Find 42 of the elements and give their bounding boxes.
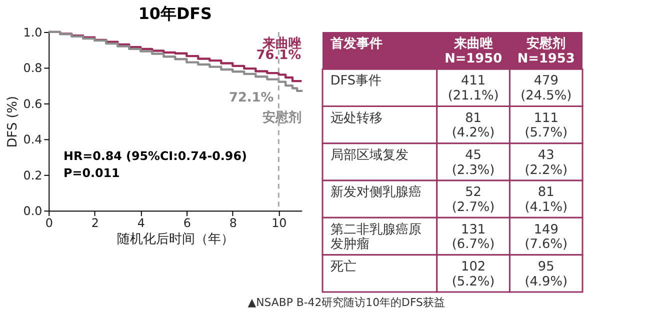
category-label: 首发事件 [329,36,382,52]
x-tick-label: 6 [183,216,191,230]
category-label: 局部区域复发 [330,148,408,163]
category-label: 新发对侧乳腺癌 [330,185,422,200]
text: 81 (4.1%) [524,185,568,216]
x-axis-title: 随机化后时间（年） [117,232,234,247]
text: 95 (4.9%) [524,259,568,290]
text: 52 (2.7%) [452,185,495,216]
y-axis-title: DFS (%) [5,96,20,148]
text: 43 (2.2%) [524,148,568,178]
text: 102 (5.2%) [452,259,495,290]
text: ▲NSABP B-42研究随访10年的DFS获益 [248,296,445,309]
series-label: 安慰剂 [262,110,302,126]
annotation: HR=0.84 (95%CI:0.74-0.96) [64,148,247,163]
y-tick-label: 0.8 [23,61,42,76]
annotation: 72.1% [228,90,274,106]
category-label: DFS事件 [330,74,382,89]
category-label: 第二非乳腺癌原发肿瘤 [330,222,422,252]
y-tick-label: 0.6 [23,96,42,111]
text: 45 (2.3%) [452,148,495,178]
text: 131 (6.7%) [452,222,495,252]
text: 111 (5.7%) [524,110,568,141]
x-tick-label: 4 [137,216,145,230]
chart-title: 10年DFS [138,4,212,24]
x-tick-label: 10 [272,216,287,230]
category-label: 远处转移 [330,110,382,126]
annotation: P=0.011 [64,166,120,180]
text: 149 (7.6%) [524,222,568,252]
text: 411 (21.1%) [448,74,499,104]
y-tick-label: 0.2 [23,168,42,182]
y-tick-label: 1.0 [23,25,42,40]
x-tick-label: 0 [45,216,53,230]
category-label: 来曲唑 N=1950 [444,36,502,66]
text: 81 (4.2%) [452,110,495,141]
x-tick-label: 8 [229,216,237,230]
y-tick-label: 0.0 [23,204,42,218]
y-tick-label: 0.4 [23,132,42,147]
category-label: 安慰剂 N=1953 [517,36,575,66]
text: 479 (24.5%) [520,74,572,104]
category-label: 死亡 [330,259,356,274]
annotation: 76.1% [256,48,302,63]
x-tick-label: 2 [91,216,99,230]
